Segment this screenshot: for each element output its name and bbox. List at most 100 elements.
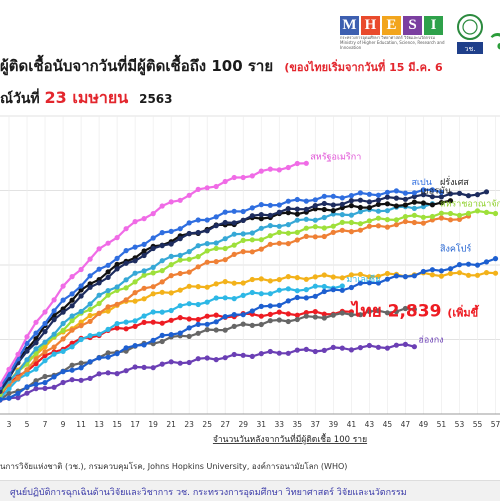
series-point-3-47 <box>411 199 417 205</box>
series-point-1-9 <box>69 291 75 297</box>
chart-title-note: (ของไทยเริ่มจากวันที่ 15 มี.ค. 6 <box>284 61 443 74</box>
series-point-2-21 <box>177 236 183 242</box>
series-point-0-7 <box>51 297 57 303</box>
series-point-1-16 <box>132 244 138 250</box>
series-point-11-26 <box>222 327 228 333</box>
series-point-3-44 <box>384 201 390 207</box>
series-point-12-15 <box>123 368 129 374</box>
series-point-11-22 <box>186 333 192 339</box>
series-point-4-9 <box>69 318 75 324</box>
series-point-5-4 <box>24 367 30 373</box>
series-point-12-21 <box>177 360 183 366</box>
series-point-4-37 <box>321 225 327 231</box>
series-point-0-16 <box>132 219 138 225</box>
series-point-4-40 <box>348 219 354 226</box>
series-point-2-53 <box>465 193 472 199</box>
series-point-6-9 <box>69 313 75 319</box>
series-point-4-25 <box>213 245 219 251</box>
series-label-2: ฝรั่งเศส <box>440 175 469 188</box>
series-point-2-54 <box>474 192 481 198</box>
series-point-0-30 <box>258 168 264 174</box>
series-point-1-14 <box>114 255 120 261</box>
series-point-12-10 <box>78 377 84 383</box>
series-point-4-27 <box>231 242 237 248</box>
series-point-11-45 <box>393 309 399 315</box>
series-point-5-14 <box>114 301 120 307</box>
series-point-3-13 <box>105 269 111 275</box>
series-point-8-34 <box>294 275 300 281</box>
series-point-0-6 <box>42 309 48 315</box>
series-point-1-19 <box>159 230 165 236</box>
series-point-7-15 <box>123 345 129 351</box>
series-point-12-42 <box>366 342 372 349</box>
series-point-8-13 <box>105 308 111 314</box>
series-point-5-8 <box>60 336 66 342</box>
series-point-7-31 <box>267 303 273 309</box>
series-point-1-33 <box>285 198 291 204</box>
series-point-1-27 <box>231 208 237 214</box>
series-point-1-34 <box>294 196 300 203</box>
series-point-1-10 <box>78 283 84 289</box>
series-point-3-38 <box>330 208 336 214</box>
series-point-8-49 <box>429 272 435 278</box>
series-point-6-5 <box>33 346 39 352</box>
series-point-9-7 <box>51 351 57 357</box>
series-point-11-24 <box>204 327 210 333</box>
series-point-4-24 <box>204 248 210 254</box>
series-point-1-35 <box>303 198 309 204</box>
series-point-7-28 <box>240 312 246 318</box>
chart-title: ผู้ติดเชื้อนับจากวันที่มีผู้ติดเชื้อถึง … <box>0 54 443 78</box>
series-point-6-43 <box>375 208 381 214</box>
series-point-11-44 <box>384 310 390 316</box>
footer-text: ศูนย์ปฏิบัติการฉุกเฉินด้านวิจัยและวิชากา… <box>10 488 407 498</box>
series-point-2-51 <box>447 191 454 197</box>
series-point-2-6 <box>42 329 48 335</box>
x-tick-label-45: 45 <box>383 420 393 429</box>
series-point-4-12 <box>96 300 102 307</box>
series-point-1-45 <box>393 188 399 194</box>
series-point-1-48 <box>420 187 426 193</box>
series-point-4-33 <box>285 230 291 236</box>
series-point-4-50 <box>438 210 444 216</box>
series-point-11-2 <box>6 390 12 396</box>
series-point-0-2 <box>6 366 12 372</box>
series-point-9-31 <box>267 291 273 297</box>
series-point-3-34 <box>294 211 300 217</box>
series-point-6-34 <box>294 217 300 223</box>
series-point-2-22 <box>186 230 192 237</box>
series-point-9-35 <box>303 287 309 293</box>
seal-label: วช. <box>465 45 476 53</box>
logo-letter-e: E <box>382 16 401 35</box>
series-point-1-4 <box>24 340 30 346</box>
series-point-7-42 <box>366 280 372 286</box>
series-point-11-36 <box>312 314 318 320</box>
series-point-12-34 <box>294 347 300 353</box>
series-point-1-26 <box>222 209 228 215</box>
series-point-5-41 <box>357 227 363 233</box>
series-point-7-52 <box>456 262 463 268</box>
series-point-2-13 <box>105 274 111 280</box>
series-point-9-11 <box>87 333 93 339</box>
series-point-0-8 <box>60 283 66 289</box>
x-tick-label-55: 55 <box>473 420 483 429</box>
series-point-7-21 <box>177 330 183 336</box>
series-point-4-8 <box>60 327 66 333</box>
series-point-3-45 <box>393 203 399 209</box>
series-point-9-27 <box>231 296 237 302</box>
series-point-2-37 <box>321 200 327 207</box>
series-point-5-16 <box>132 290 138 296</box>
chart-subtitle: ณ์วันที่ 23 เมษายน 2563 <box>0 86 173 111</box>
series-point-9-28 <box>240 292 246 298</box>
series-point-12-46 <box>402 341 408 347</box>
series-point-7-41 <box>357 280 363 286</box>
series-point-5-47 <box>411 219 417 226</box>
subtitle-year: 2563 <box>139 92 173 106</box>
series-point-0-33 <box>285 164 291 171</box>
series-point-1-46 <box>402 190 408 196</box>
series-point-8-41 <box>357 271 363 277</box>
series-point-4-16 <box>132 279 138 285</box>
series-point-4-38 <box>330 223 336 229</box>
series-point-2-29 <box>249 213 255 219</box>
series-point-8-42 <box>366 274 372 280</box>
